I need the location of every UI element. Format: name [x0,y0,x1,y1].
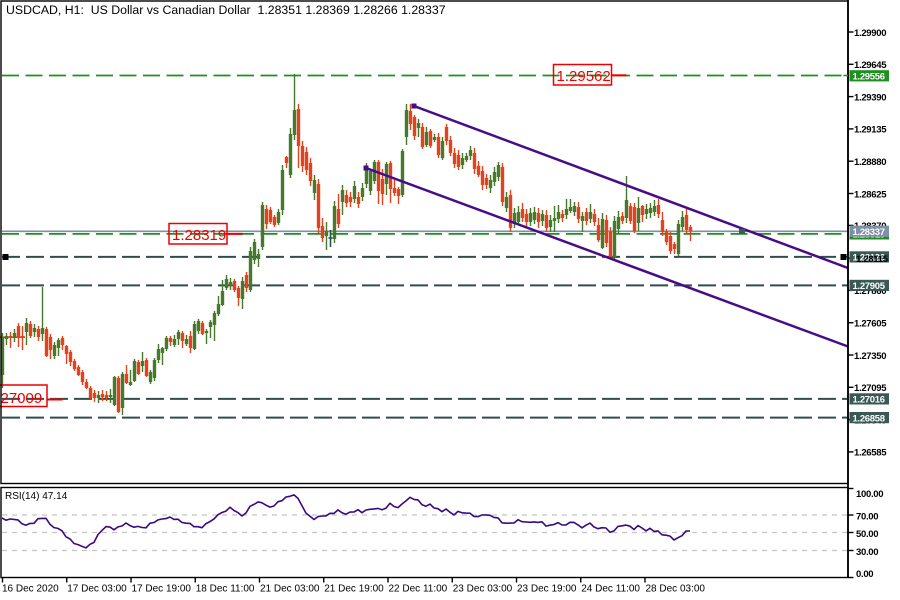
svg-text:1.28337: 1.28337 [853,227,885,238]
svg-text:17 Dec 19:00: 17 Dec 19:00 [132,584,192,595]
svg-text:1.29645: 1.29645 [854,60,887,71]
svg-text:18 Dec 11:00: 18 Dec 11:00 [196,584,255,595]
svg-text:1.27605: 1.27605 [854,319,887,330]
svg-text:1.29900: 1.29900 [854,28,886,39]
svg-text:1.26858: 1.26858 [853,413,885,424]
svg-text:1.28319: 1.28319 [172,227,226,244]
svg-text:23 Dec 19:00: 23 Dec 19:00 [517,584,577,595]
svg-text:1.29135: 1.29135 [854,125,887,136]
svg-text:1.28126: 1.28126 [853,253,885,264]
svg-text:1.29562: 1.29562 [557,68,611,85]
svg-text:70.00: 70.00 [856,511,878,522]
svg-text:21 Dec 03:00: 21 Dec 03:00 [260,584,320,595]
svg-text:1.27860: 1.27860 [854,286,886,297]
svg-text:23 Dec 03:00: 23 Dec 03:00 [453,584,513,595]
svg-text:21 Dec 19:00: 21 Dec 19:00 [324,584,384,595]
svg-text:50.00: 50.00 [856,529,878,540]
svg-text:30.00: 30.00 [856,547,878,558]
svg-text:28 Dec 03:00: 28 Dec 03:00 [646,584,706,595]
svg-text:1.27905: 1.27905 [853,281,886,292]
svg-text:16 Dec 2020: 16 Dec 2020 [2,584,59,595]
svg-text:1.27016: 1.27016 [853,395,885,406]
svg-text:0.00: 0.00 [856,569,873,580]
svg-text:17 Dec 03:00: 17 Dec 03:00 [67,584,127,595]
svg-text:24 Dec 11:00: 24 Dec 11:00 [581,584,640,595]
svg-text:1.26585: 1.26585 [854,448,887,459]
svg-text:USDCAD, H1: US Dollar vs Cana: USDCAD, H1: US Dollar vs Canadian Dollar… [6,3,446,17]
svg-text:22 Dec 11:00: 22 Dec 11:00 [389,584,448,595]
svg-text:1.29390: 1.29390 [854,92,886,103]
svg-text:27009: 27009 [1,390,43,407]
svg-text:1.28115: 1.28115 [856,254,889,265]
svg-text:100.00: 100.00 [856,489,883,500]
svg-text:1.28625: 1.28625 [854,189,887,200]
svg-text:1.29556: 1.29556 [853,72,885,83]
svg-text:RSI(14) 47.14: RSI(14) 47.14 [5,491,68,502]
svg-text:1.28880: 1.28880 [854,157,886,168]
svg-text:1.27350: 1.27350 [854,351,886,362]
svg-text:1.27095: 1.27095 [854,383,887,394]
